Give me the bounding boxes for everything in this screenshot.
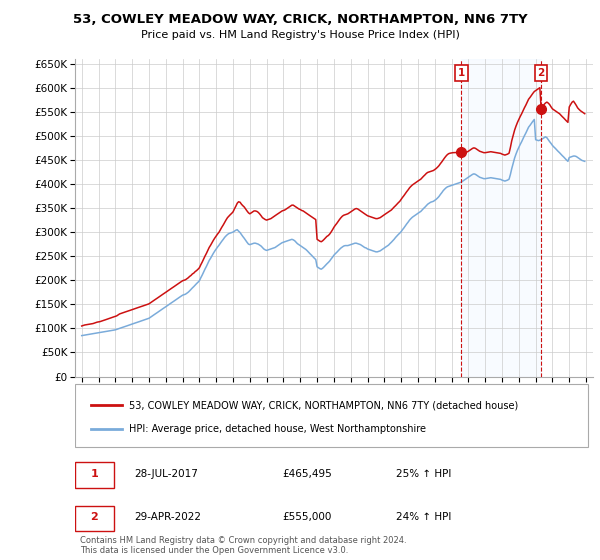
Text: 2: 2 bbox=[90, 512, 98, 522]
Text: HPI: Average price, detached house, West Northamptonshire: HPI: Average price, detached house, West… bbox=[130, 424, 427, 434]
FancyBboxPatch shape bbox=[75, 463, 114, 488]
Text: 28-JUL-2017: 28-JUL-2017 bbox=[134, 469, 199, 479]
Bar bbox=[461, 59, 541, 376]
FancyBboxPatch shape bbox=[75, 506, 114, 531]
Text: 25% ↑ HPI: 25% ↑ HPI bbox=[396, 469, 451, 479]
Text: £555,000: £555,000 bbox=[282, 512, 331, 522]
Text: 1: 1 bbox=[90, 469, 98, 479]
Text: 1: 1 bbox=[458, 68, 465, 78]
Text: 29-APR-2022: 29-APR-2022 bbox=[134, 512, 202, 522]
Text: Price paid vs. HM Land Registry's House Price Index (HPI): Price paid vs. HM Land Registry's House … bbox=[140, 30, 460, 40]
Text: £465,495: £465,495 bbox=[282, 469, 332, 479]
Text: Contains HM Land Registry data © Crown copyright and database right 2024.
This d: Contains HM Land Registry data © Crown c… bbox=[80, 536, 407, 556]
Text: 2: 2 bbox=[538, 68, 545, 78]
Text: 53, COWLEY MEADOW WAY, CRICK, NORTHAMPTON, NN6 7TY (detached house): 53, COWLEY MEADOW WAY, CRICK, NORTHAMPTO… bbox=[130, 400, 518, 410]
FancyBboxPatch shape bbox=[75, 384, 587, 447]
Text: 53, COWLEY MEADOW WAY, CRICK, NORTHAMPTON, NN6 7TY: 53, COWLEY MEADOW WAY, CRICK, NORTHAMPTO… bbox=[73, 13, 527, 26]
Text: 24% ↑ HPI: 24% ↑ HPI bbox=[396, 512, 451, 522]
